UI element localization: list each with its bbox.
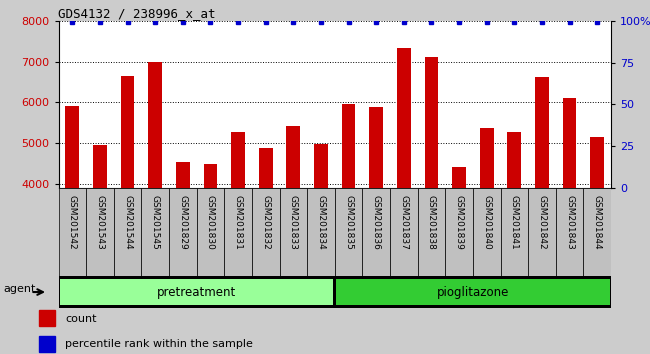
Text: GSM201542: GSM201542	[68, 195, 77, 249]
Text: GSM201831: GSM201831	[233, 195, 242, 250]
Text: GSM201843: GSM201843	[565, 195, 574, 250]
Bar	[535, 77, 549, 188]
Bar	[66, 107, 79, 188]
Bar	[528, 188, 556, 276]
Text: GSM201842: GSM201842	[538, 195, 547, 249]
Text: GDS4132 / 238996_x_at: GDS4132 / 238996_x_at	[58, 7, 216, 20]
Bar	[39, 336, 55, 352]
Text: GSM201838: GSM201838	[427, 195, 436, 250]
Bar	[224, 188, 252, 276]
Bar	[424, 57, 438, 188]
Bar	[176, 162, 190, 188]
Bar	[473, 188, 500, 276]
Bar	[252, 188, 280, 276]
Bar	[584, 188, 611, 276]
Bar	[203, 164, 217, 188]
Bar	[86, 188, 114, 276]
Bar	[287, 126, 300, 188]
Bar	[169, 188, 196, 276]
Bar	[563, 98, 577, 188]
Text: agent: agent	[3, 284, 35, 294]
Text: GSM201830: GSM201830	[206, 195, 215, 250]
Bar	[417, 188, 445, 276]
Bar	[314, 144, 328, 188]
Bar	[363, 188, 390, 276]
Bar	[307, 188, 335, 276]
Bar	[121, 76, 135, 188]
Bar	[114, 188, 142, 276]
Text: GSM201544: GSM201544	[123, 195, 132, 249]
Text: count: count	[65, 314, 96, 324]
Bar	[259, 148, 272, 188]
Text: GSM201833: GSM201833	[289, 195, 298, 250]
Bar	[342, 104, 356, 188]
Bar	[231, 132, 245, 188]
Bar	[445, 188, 473, 276]
Text: GSM201841: GSM201841	[510, 195, 519, 250]
Bar	[480, 129, 493, 188]
Bar	[280, 188, 307, 276]
Text: GSM201836: GSM201836	[372, 195, 381, 250]
Bar	[148, 62, 162, 188]
Text: pretreatment: pretreatment	[157, 286, 236, 298]
Bar	[93, 145, 107, 188]
Text: GSM201834: GSM201834	[317, 195, 326, 250]
Bar	[196, 188, 224, 276]
Bar	[397, 48, 411, 188]
Bar	[500, 188, 528, 276]
Text: pioglitazone: pioglitazone	[437, 286, 509, 298]
Bar	[335, 188, 363, 276]
Bar	[58, 188, 86, 276]
Bar	[452, 167, 466, 188]
Text: GSM201844: GSM201844	[593, 195, 602, 249]
Text: GSM201832: GSM201832	[261, 195, 270, 250]
Text: GSM201829: GSM201829	[178, 195, 187, 250]
Bar	[142, 188, 169, 276]
Text: GSM201839: GSM201839	[454, 195, 463, 250]
Text: GSM201840: GSM201840	[482, 195, 491, 250]
Text: percentile rank within the sample: percentile rank within the sample	[65, 339, 253, 349]
Bar	[508, 132, 521, 188]
Bar	[39, 310, 55, 326]
Bar	[390, 188, 417, 276]
Bar	[60, 279, 333, 306]
Text: GSM201835: GSM201835	[344, 195, 353, 250]
Bar	[369, 107, 383, 188]
Bar	[336, 279, 610, 306]
Text: GSM201545: GSM201545	[151, 195, 160, 250]
Bar	[590, 137, 604, 188]
Text: GSM201837: GSM201837	[399, 195, 408, 250]
Bar	[556, 188, 584, 276]
Text: GSM201543: GSM201543	[96, 195, 105, 250]
